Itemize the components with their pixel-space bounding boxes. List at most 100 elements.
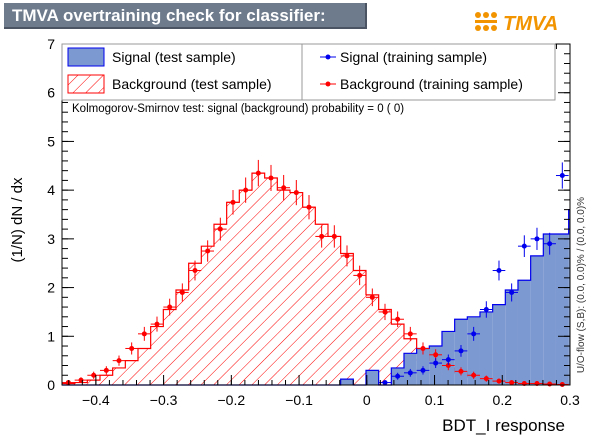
background-train-point bbox=[445, 363, 451, 369]
signal-train-point bbox=[433, 360, 439, 366]
ks-test-text: Kolmogorov-Smirnov test: signal (backgro… bbox=[72, 103, 404, 115]
signal-train-point bbox=[534, 236, 540, 242]
y-tick-label: 7 bbox=[47, 36, 55, 52]
signal-train-point bbox=[496, 268, 502, 274]
background-test-bar bbox=[175, 290, 189, 385]
legend-background-test-swatch bbox=[67, 74, 105, 94]
legend: Signal (test sample) Background (test sa… bbox=[61, 43, 556, 101]
background-test-bar bbox=[188, 263, 202, 385]
background-train-point bbox=[293, 190, 299, 196]
background-train-point bbox=[331, 233, 337, 239]
background-test-bar bbox=[201, 246, 214, 385]
background-train-point bbox=[509, 380, 515, 386]
signal-test-bar bbox=[555, 233, 569, 385]
x-tick-label: 0 bbox=[363, 392, 371, 408]
overflow-text: U/O-flow (S,B): (0.0, 0.0)% / (0.0, 0.0)… bbox=[576, 197, 587, 373]
background-test-bar bbox=[327, 236, 341, 385]
y-axis-label: (1/N) dN / dx bbox=[9, 177, 26, 263]
y-tick-label: 4 bbox=[47, 182, 55, 198]
background-train-point bbox=[369, 294, 375, 300]
x-tick-label: −0.1 bbox=[285, 392, 313, 408]
background-test-bar bbox=[163, 309, 176, 385]
legend-background-train-label: Background (training sample) bbox=[340, 76, 523, 92]
background-test-bar bbox=[239, 190, 252, 385]
signal-test-bar bbox=[479, 311, 493, 385]
background-test-bar bbox=[302, 207, 316, 385]
signal-train-point bbox=[471, 331, 477, 337]
background-train-point bbox=[243, 187, 249, 193]
background-train-point bbox=[116, 358, 122, 364]
signal-train-point bbox=[395, 373, 401, 379]
legend-signal-test-label: Signal (test sample) bbox=[112, 49, 236, 65]
signal-train-point bbox=[458, 348, 464, 354]
background-train-point bbox=[91, 372, 97, 378]
background-test-bar bbox=[277, 190, 290, 385]
background-train-point bbox=[255, 170, 261, 176]
signal-train-point bbox=[559, 173, 565, 179]
background-train-point bbox=[433, 352, 439, 358]
x-axis-label: BDT_I response bbox=[442, 416, 565, 435]
y-tick-label: 6 bbox=[47, 85, 55, 101]
background-train-point bbox=[420, 345, 426, 351]
logo-text: TMVA bbox=[503, 13, 558, 35]
signal-test-bar bbox=[517, 280, 531, 385]
background-train-point bbox=[154, 321, 160, 327]
background-train-point bbox=[192, 268, 198, 274]
background-test-bar bbox=[150, 326, 164, 385]
signal-test-bar bbox=[530, 255, 544, 385]
background-train-point bbox=[357, 272, 363, 278]
background-train-point bbox=[344, 253, 350, 259]
background-train-point bbox=[458, 368, 464, 374]
signal-train-point bbox=[509, 289, 515, 295]
signal-train-point bbox=[382, 380, 388, 386]
x-tick-label: 0.1 bbox=[425, 392, 445, 408]
legend-signal-train-label: Signal (training sample) bbox=[340, 49, 487, 65]
background-train-point bbox=[129, 345, 135, 351]
background-train-point bbox=[382, 309, 388, 315]
background-test-bar bbox=[315, 224, 328, 385]
background-test-bar bbox=[289, 192, 303, 385]
background-train-point bbox=[395, 316, 401, 322]
background-test-bar bbox=[264, 177, 278, 385]
background-train-point bbox=[205, 248, 211, 254]
background-train-point bbox=[268, 175, 274, 181]
tmva-logo: TMVA bbox=[475, 12, 558, 35]
background-train-point bbox=[141, 331, 147, 337]
legend-background-test-label: Background (test sample) bbox=[112, 76, 272, 92]
signal-test-bar bbox=[543, 233, 556, 385]
background-test-bar bbox=[353, 270, 366, 385]
background-train-point bbox=[281, 185, 287, 191]
background-train-point bbox=[103, 367, 109, 373]
background-test-bar bbox=[251, 173, 265, 385]
signal-train-point bbox=[483, 306, 489, 312]
background-train-point bbox=[407, 331, 413, 337]
signal-train-point bbox=[445, 357, 451, 363]
x-tick-label: 0.2 bbox=[493, 392, 513, 408]
signal-train-point bbox=[407, 370, 413, 376]
background-test-bar bbox=[137, 348, 151, 385]
background-train-point bbox=[496, 378, 502, 384]
signal-train-point bbox=[521, 243, 527, 249]
background-train-point bbox=[547, 381, 553, 387]
background-test-bar bbox=[87, 380, 100, 385]
background-test-bar bbox=[340, 253, 354, 385]
background-train-point bbox=[230, 199, 236, 205]
plot-title: TMVA overtraining check for classifier: … bbox=[4, 3, 367, 51]
signal-train-point bbox=[420, 367, 426, 373]
background-test-bar bbox=[213, 224, 227, 385]
y-tick-label: 2 bbox=[47, 280, 55, 296]
signal-test-bar bbox=[365, 370, 379, 385]
background-train-point bbox=[471, 372, 477, 378]
background-test-bar bbox=[112, 367, 126, 385]
x-tick-label: −0.4 bbox=[82, 392, 110, 408]
background-test-bar bbox=[74, 382, 88, 385]
y-tick-label: 1 bbox=[47, 328, 55, 344]
x-tick-label: 0.3 bbox=[560, 392, 580, 408]
signal-train-point bbox=[547, 241, 553, 247]
signal-test-bar bbox=[340, 379, 354, 385]
background-train-point bbox=[306, 204, 312, 210]
background-train-point bbox=[179, 289, 185, 295]
y-tick-label: 5 bbox=[47, 133, 55, 149]
background-test-bar bbox=[226, 202, 240, 385]
